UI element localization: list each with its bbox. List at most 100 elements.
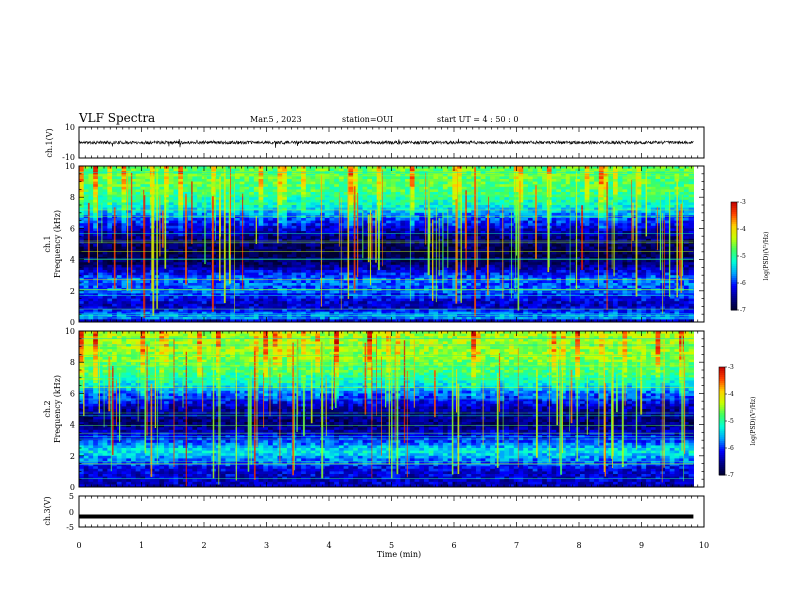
ch1-colorbar: -3 -4 -5 -6 -7 log(PSD)(V²/Hz) <box>730 199 770 314</box>
colorbar-swatch <box>731 252 737 255</box>
colorbar-swatch <box>731 206 737 209</box>
colorbar-swatch <box>719 445 725 448</box>
colorbar-swatch <box>719 469 725 472</box>
colorbar-swatch <box>731 236 737 239</box>
frequency-tick-label: 4 <box>70 256 75 265</box>
colorbar-swatch <box>731 276 737 279</box>
colorbar-swatch <box>731 264 737 267</box>
ch1-spectrogram-panel: 0 2 4 6 8 10 ch.1 Frequency (kHz) <box>43 162 705 327</box>
colorbar-swatch <box>731 240 737 243</box>
time-tick-label: 10 <box>699 541 709 550</box>
colorbar-swatch <box>719 431 725 434</box>
colorbar-tick-label: -7 <box>728 472 734 479</box>
colorbar-swatch <box>731 270 737 273</box>
colorbar-swatch <box>719 459 725 462</box>
colorbar-swatch <box>731 308 737 311</box>
colorbar-swatch <box>719 463 725 466</box>
colorbar-swatch <box>731 296 737 299</box>
colorbar-swatch <box>731 238 737 241</box>
colorbar-swatch <box>731 218 737 221</box>
station-label: station=OUI <box>342 115 393 124</box>
colorbar-swatch <box>731 230 737 233</box>
time-tick-label: 2 <box>201 541 206 550</box>
colorbar-swatch <box>719 389 725 392</box>
colorbar-swatch <box>719 471 725 474</box>
colorbar-tick-label: -7 <box>740 307 746 314</box>
colorbar-swatch <box>719 407 725 410</box>
colorbar-swatch <box>719 457 725 460</box>
ch1-waveform-trace <box>79 138 694 148</box>
ch1-spectrogram-ticks <box>78 165 705 323</box>
colorbar-swatch <box>731 302 737 305</box>
colorbar-swatch <box>731 228 737 231</box>
colorbar-swatch <box>731 284 737 287</box>
colorbar-tick-label: -6 <box>740 280 746 287</box>
colorbar-swatch <box>731 246 737 249</box>
colorbar-swatch <box>719 375 725 378</box>
ch3-ytick-mid: 0 <box>69 508 74 517</box>
colorbar-swatch <box>719 443 725 446</box>
ch3-ytick-top: 5 <box>69 492 74 501</box>
colorbar-swatch <box>731 234 737 237</box>
colorbar-swatch <box>719 425 725 428</box>
ch2-spectrogram-ticks <box>78 330 705 488</box>
colorbar-swatch <box>719 429 725 432</box>
colorbar-swatch <box>719 383 725 386</box>
colorbar-swatch <box>731 272 737 275</box>
frequency-tick-label: 8 <box>70 358 75 367</box>
colorbar-swatch <box>719 441 725 444</box>
colorbar-swatch <box>731 254 737 257</box>
colorbar-swatch <box>731 226 737 229</box>
ch1-waveform-ylabel: ch.1(V) <box>45 128 54 157</box>
colorbar-swatch <box>719 403 725 406</box>
colorbar-swatch <box>719 423 725 426</box>
colorbar-swatch <box>719 391 725 394</box>
ch2-spectrogram-ylabel-frequency: Frequency (kHz) <box>53 375 62 443</box>
colorbar-tick-label: -3 <box>740 199 746 206</box>
colorbar-swatch <box>719 367 725 370</box>
time-tick-label: 9 <box>639 541 644 550</box>
colorbar-swatch <box>719 439 725 442</box>
colorbar-swatch <box>731 250 737 253</box>
colorbar-swatch <box>731 220 737 223</box>
colorbar-swatch <box>719 465 725 468</box>
colorbar-swatch <box>731 216 737 219</box>
colorbar-swatch <box>731 300 737 303</box>
colorbar-swatch <box>719 427 725 430</box>
colorbar-tick-label: -4 <box>728 391 734 398</box>
colorbar-tick-label: -3 <box>728 364 734 371</box>
colorbar-swatch <box>719 379 725 382</box>
colorbar-swatch <box>719 435 725 438</box>
ch1-spectrogram-ylabel-channel: ch.1 <box>43 235 52 252</box>
time-tick-label: 1 <box>139 541 144 550</box>
colorbar-swatch <box>719 393 725 396</box>
colorbar-swatch <box>719 473 725 476</box>
colorbar-swatch <box>719 373 725 376</box>
colorbar-swatch <box>731 282 737 285</box>
time-tick-label: 0 <box>76 541 81 550</box>
colorbar-swatch <box>731 212 737 215</box>
time-axis-tick-labels: 0 1 2 3 4 5 6 7 8 9 10 <box>76 541 709 550</box>
colorbar-swatch <box>719 371 725 374</box>
colorbar-swatch <box>719 369 725 372</box>
frequency-tick-label: 4 <box>70 421 75 430</box>
colorbar-swatch <box>731 258 737 261</box>
frequency-tick-label: 10 <box>65 162 75 171</box>
colorbar-swatch <box>731 256 737 259</box>
ch1-ytick-top: 10 <box>65 123 75 132</box>
ch1-waveform-ticks <box>78 127 705 158</box>
colorbar-swatch <box>719 395 725 398</box>
time-tick-label: 4 <box>326 541 331 550</box>
colorbar-swatch <box>731 290 737 293</box>
frequency-tick-label: 2 <box>70 452 75 461</box>
ch2-spectrogram-ylabel-channel: ch.2 <box>43 400 52 417</box>
colorbar-swatch <box>731 304 737 307</box>
colorbar-swatch <box>731 244 737 247</box>
ch1-spectrogram-ylabel-frequency: Frequency (kHz) <box>53 210 62 278</box>
frequency-tick-label: 0 <box>70 483 75 492</box>
frequency-tick-label: 8 <box>70 193 75 202</box>
time-tick-label: 3 <box>264 541 269 550</box>
colorbar-swatch <box>719 419 725 422</box>
ch3-waveform-ticks <box>78 496 705 527</box>
colorbar-swatch <box>731 306 737 309</box>
